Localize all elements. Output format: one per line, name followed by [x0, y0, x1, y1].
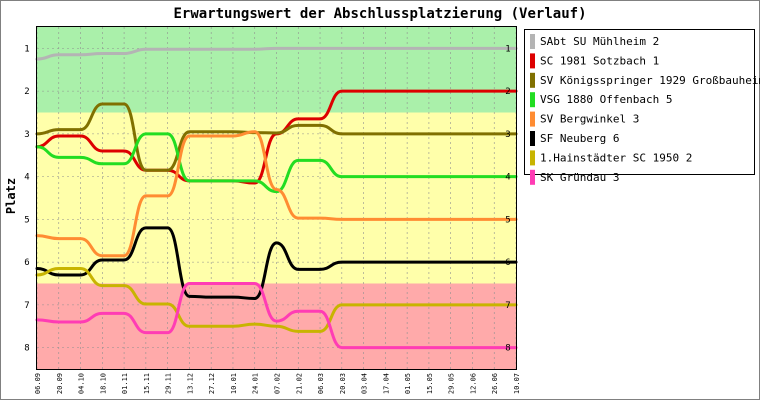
x-tick-label: 01.05: [404, 373, 412, 394]
y-tick-label-right: 3: [505, 130, 510, 140]
legend-entry-4: VSG 1880 Offenbach 5: [540, 93, 672, 106]
x-tick-labels: 06.09 20.09 04.10 18.10 01.11 15.11 29.11 13.12…: [34, 373, 521, 394]
legend-entry-8: SK Gründau 3: [540, 171, 619, 184]
legend-entry-2: SC 1981 Sotzbach 1: [540, 54, 659, 67]
x-tick-label: 15.05: [426, 373, 434, 394]
legend-entry-7: 1.Hainstädter SC 1950 2: [540, 151, 692, 164]
y-tick-labels: 1 1 2 2 3 3 4 4 5 5 6 6 7 7 8 8: [24, 44, 510, 353]
legend-swatch-8: [530, 169, 535, 185]
x-tick-label: 13.12: [186, 373, 194, 394]
x-tick-label: 04.10: [78, 373, 86, 394]
y-tick-label-left: 2: [24, 87, 29, 97]
legend-entry-5: SV Bergwinkel 3: [540, 113, 639, 126]
x-tick-label: 03.04: [361, 373, 369, 394]
chart-title: Erwartungswert der Abschlussplatzierung …: [173, 6, 586, 22]
x-tick-label: 20.09: [56, 373, 64, 394]
x-tick-label: 06.09: [34, 373, 42, 394]
plot-frame: [36, 26, 517, 370]
x-tick-label: 27.12: [208, 373, 216, 394]
series-line-5: [35, 130, 518, 258]
y-tick-label-left: 1: [24, 44, 29, 54]
y-tick-label-right: 2: [505, 87, 510, 97]
x-tick-label: 24.01: [252, 373, 260, 394]
x-tick-label: 20.03: [339, 373, 347, 394]
zones: [37, 27, 516, 369]
x-tick-label: 21.02: [295, 373, 303, 394]
legend-swatch-2: [530, 53, 535, 69]
series-line-3: [35, 102, 518, 172]
y-tick-label-left: 6: [24, 258, 29, 268]
y-tick-label-right: 4: [505, 173, 510, 183]
series-line-1: [35, 46, 518, 61]
y-tick-label-right: 5: [505, 215, 510, 225]
x-tick-label: 29.11: [165, 373, 173, 394]
y-tick-label-left: 4: [24, 173, 29, 183]
legend: SAbt SU Mühlheim 2 SC 1981 Sotzbach 1 SV K…: [524, 29, 760, 185]
x-tick-label: 26.06: [491, 373, 499, 394]
legend-swatch-3: [530, 72, 535, 88]
x-tick-label: 10.01: [230, 373, 238, 394]
y-tick-label-right: 7: [505, 301, 510, 311]
x-tick-label: 01.11: [121, 373, 129, 394]
y-tick-label-left: 3: [24, 130, 29, 140]
series-line-4: [35, 132, 518, 194]
y-tick-label-right: 6: [505, 258, 510, 268]
x-tick-label: 15.11: [143, 373, 151, 394]
series-line-6: [35, 226, 518, 300]
y-tick-label-left: 8: [24, 344, 29, 354]
legend-swatch-6: [530, 131, 535, 146]
x-tick-label: 17.04: [382, 373, 390, 394]
y-tick-label-right: 8: [505, 344, 510, 354]
legend-entry-3: SV Königsspringer 1929 Großbauheim 3: [540, 74, 760, 87]
legend-swatch-4: [530, 92, 535, 108]
y-tick-label-right: 1: [505, 44, 510, 54]
legend-swatch-1: [530, 34, 535, 49]
legend-entry-1: SAbt SU Mühlheim 2: [540, 35, 659, 48]
x-tick-label: 12.06: [469, 373, 477, 394]
series-line-8: [35, 282, 518, 350]
x-tick-label: 10.07: [513, 373, 521, 394]
series-line-7: [35, 267, 518, 333]
y-tick-label-left: 5: [24, 215, 29, 225]
x-tick-label: 06.03: [317, 373, 325, 394]
series-lines: [35, 46, 518, 350]
legend-swatch-7: [530, 150, 535, 166]
legend-swatch-5: [530, 111, 535, 127]
y-axis-label: Platz: [4, 178, 18, 214]
x-tick-label: 18.10: [99, 373, 107, 394]
zone-band-1: [37, 27, 516, 113]
y-tick-label-left: 7: [24, 301, 29, 311]
x-tick-label: 29.05: [448, 373, 456, 394]
legend-entry-6: SF Neuberg 6: [540, 132, 619, 145]
legend-box: [524, 29, 755, 175]
x-tick-label: 07.02: [274, 373, 282, 394]
